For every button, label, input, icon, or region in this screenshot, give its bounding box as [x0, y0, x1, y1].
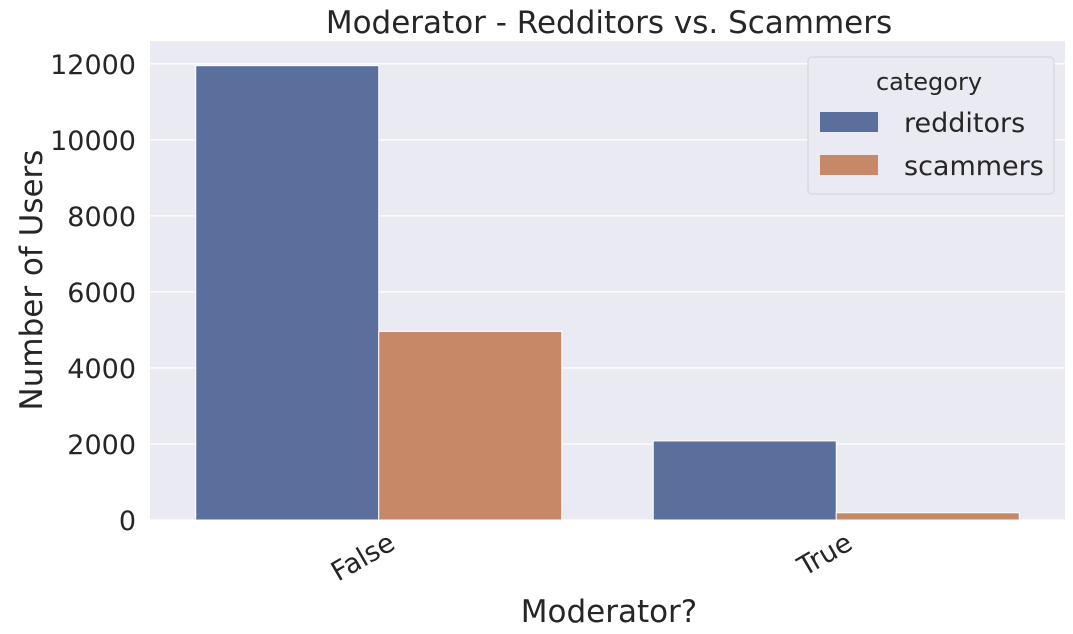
legend-label-redditors: redditors [904, 108, 1025, 139]
bar-scammers-true [835, 512, 1020, 521]
y-tick-label: 2000 [67, 430, 136, 461]
x-tick-label: True [792, 527, 858, 583]
x-axis-label: Moderator? [521, 594, 698, 630]
legend: category redditors scammers [807, 56, 1055, 195]
y-tick-label: 10000 [50, 126, 136, 157]
legend-label-scammers: scammers [904, 151, 1044, 182]
legend-swatch-scammers [820, 155, 878, 175]
bar-redditors-false [195, 65, 380, 521]
y-tick-label: 4000 [67, 354, 136, 385]
bar-scammers-false [378, 330, 563, 521]
chart-title: Moderator - Redditors vs. Scammers [326, 5, 892, 41]
y-axis-label: Number of Users [14, 150, 50, 411]
bar-redditors-true [652, 440, 837, 521]
x-tick-labels: False True [326, 527, 858, 588]
y-tick-label: 8000 [67, 202, 136, 233]
legend-title: category [876, 68, 982, 96]
x-tick-label: False [326, 527, 400, 588]
y-tick-labels: 0 2000 4000 6000 8000 10000 12000 [50, 50, 136, 537]
y-tick-label: 12000 [50, 50, 136, 81]
bars [195, 65, 1020, 521]
y-tick-label: 6000 [67, 278, 136, 309]
y-tick-label: 0 [119, 506, 136, 537]
legend-swatch-redditors [820, 112, 878, 132]
